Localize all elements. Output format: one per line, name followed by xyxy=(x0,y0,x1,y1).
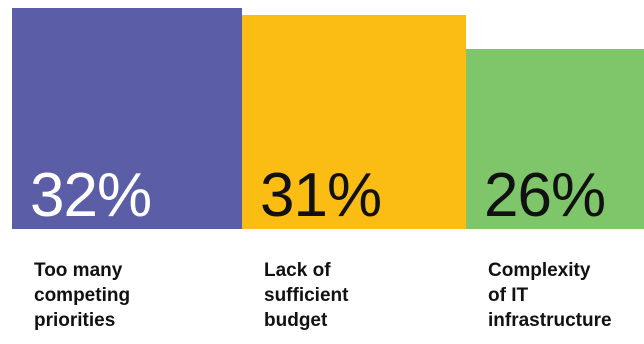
bar-1 xyxy=(12,8,242,229)
bar-2 xyxy=(242,15,466,229)
category-label-line: priorities xyxy=(34,310,116,332)
category-label-line: Too many xyxy=(34,260,123,281)
value-label-1: 32% xyxy=(30,161,152,230)
category-label-1: Too many competing priorities xyxy=(34,258,130,333)
category-label-line: competing xyxy=(34,285,131,307)
bar-3 xyxy=(466,49,644,229)
value-label-2: 31% xyxy=(260,161,382,230)
category-label-line: budget xyxy=(264,310,328,332)
category-label-line: infrastructure xyxy=(488,310,612,332)
category-label-line: Lack of xyxy=(264,260,331,281)
category-label-line: sufficient xyxy=(264,285,349,307)
category-label-3: Complexity of IT infrastructure xyxy=(488,258,612,333)
value-label-3: 26% xyxy=(484,161,606,230)
category-label-line: Complexity xyxy=(488,260,591,281)
category-label-2: Lack of sufficient budget xyxy=(264,258,348,333)
category-label-line: of IT xyxy=(488,285,529,307)
